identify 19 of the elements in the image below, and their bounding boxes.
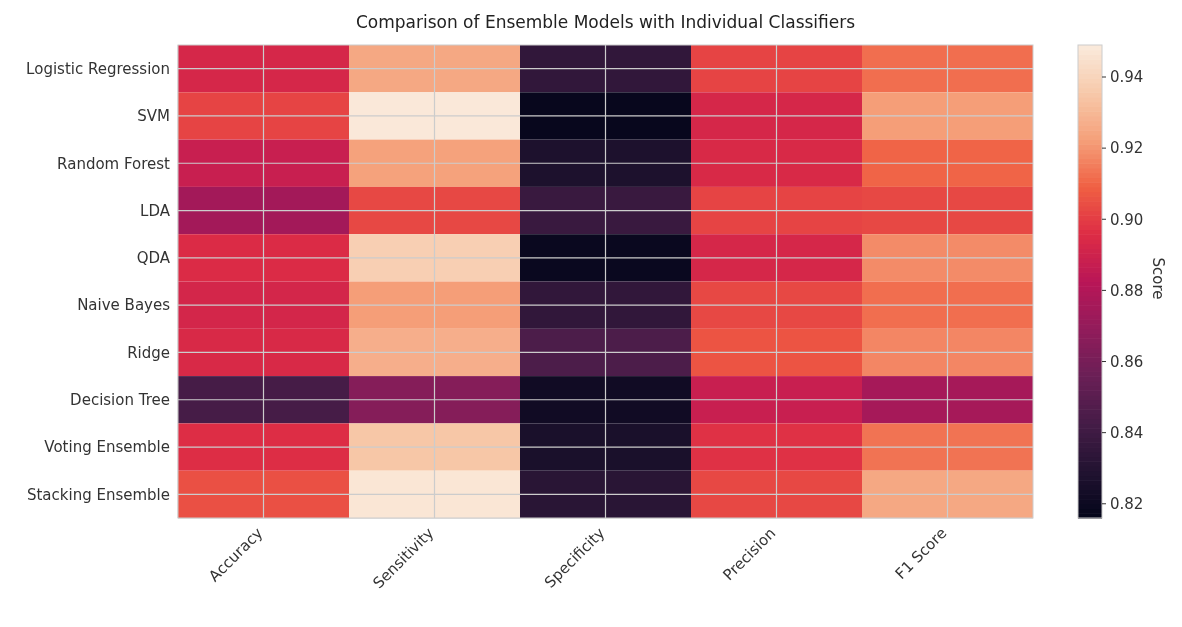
y-tick-label: Voting Ensemble (44, 438, 170, 457)
y-tick-label: LDA (140, 201, 171, 220)
chart-title: Comparison of Ensemble Models with Individual Classifiers (354, 12, 857, 32)
color-bar-label: 0.90 (1110, 210, 1144, 229)
color-bar-label: 0.94 (1110, 68, 1144, 87)
color-bar-label: 0.84 (1110, 423, 1144, 442)
color-bar-label: 0.92 (1110, 139, 1144, 158)
y-tick-label: Naive Bayes (77, 296, 171, 315)
color-bar-title: Score (1149, 257, 1167, 300)
y-tick-label: Decision Tree (70, 391, 170, 410)
y-tick-label: Stacking Ensemble (26, 485, 170, 504)
y-tick-label: QDA (136, 249, 171, 268)
color-bar-label: 0.82 (1110, 495, 1144, 514)
y-tick-label: SVM (137, 107, 170, 126)
color-bar-label: 0.88 (1110, 281, 1144, 300)
y-tick-label: Ridge (127, 343, 170, 362)
y-tick-label: Random Forest (57, 154, 171, 173)
y-tick-label: Logistic Regression (26, 59, 170, 78)
color-bar-label: 0.86 (1110, 352, 1144, 371)
